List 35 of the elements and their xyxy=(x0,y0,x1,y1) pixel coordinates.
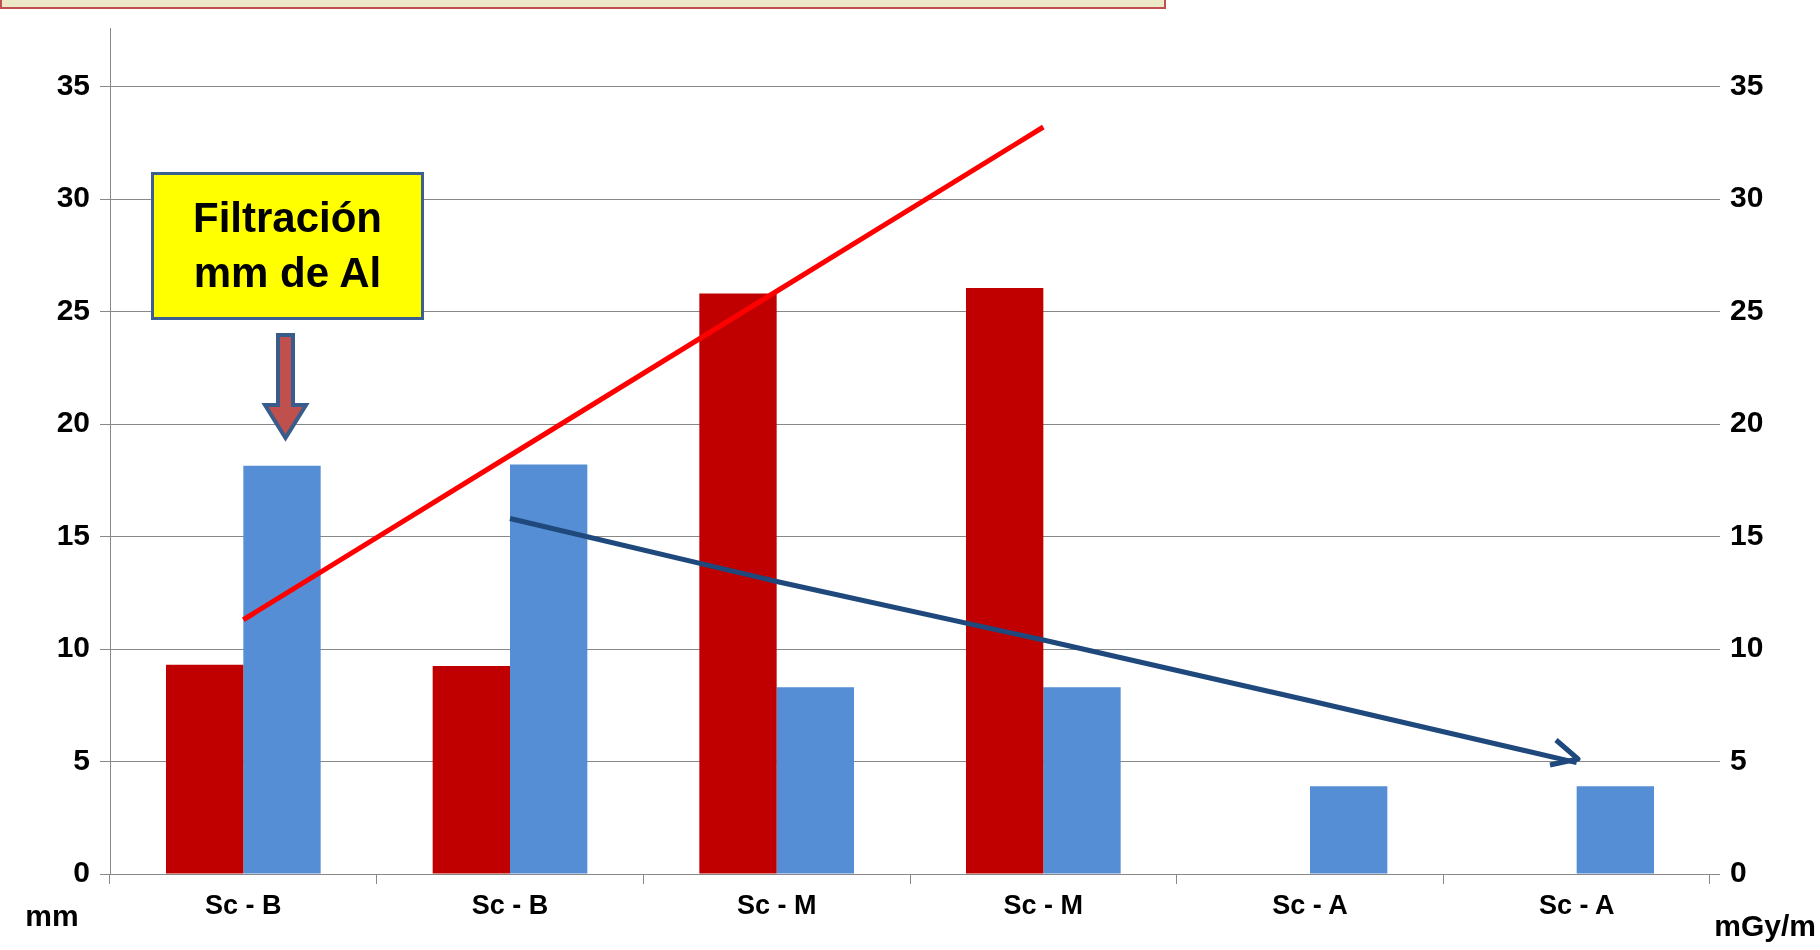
x-tick-label: Sc - A xyxy=(1538,889,1615,920)
y2-tick-label: 10 xyxy=(1730,630,1764,664)
bar xyxy=(510,464,588,874)
y2-tick-label: 30 xyxy=(1730,180,1764,214)
bar xyxy=(166,664,244,874)
y-tick-label: 30 xyxy=(56,180,90,214)
y-tick-label: 10 xyxy=(56,630,90,664)
bar xyxy=(1576,786,1654,874)
x-tick-label: Sc - B xyxy=(205,889,282,920)
bar xyxy=(699,293,777,874)
y-axis-title: mm xyxy=(25,899,79,933)
y2-tick-label: 15 xyxy=(1730,517,1764,551)
bar xyxy=(776,687,854,874)
y2-tick-label: 25 xyxy=(1730,292,1764,326)
y-tick-label: 20 xyxy=(56,405,90,439)
bar xyxy=(1310,786,1388,874)
y2-tick-label: 20 xyxy=(1730,405,1764,439)
y-tick-label: 15 xyxy=(56,517,90,551)
y2-tick-label: 5 xyxy=(1730,742,1747,776)
x-tick-label: Sc - B xyxy=(471,889,549,920)
x-tick-label: Sc - M xyxy=(1003,889,1084,920)
bar xyxy=(966,287,1044,874)
y-tick-label: 25 xyxy=(56,292,90,326)
y2-tick-label: 0 xyxy=(1730,855,1747,889)
bar xyxy=(1043,687,1121,874)
y-tick-label: 35 xyxy=(56,67,90,101)
x-tick-label: Sc - A xyxy=(1272,889,1348,920)
y-tick-label: 5 xyxy=(73,742,90,776)
x-tick-label: Sc - M xyxy=(736,889,817,920)
bar xyxy=(432,665,510,874)
y2-tick-label: 35 xyxy=(1730,67,1764,101)
annotation: Filtración mm de Al xyxy=(151,172,424,320)
y-tick-label: 0 xyxy=(73,855,90,889)
y2-axis-title: mGy/m xyxy=(1714,909,1816,943)
bar xyxy=(243,465,321,874)
